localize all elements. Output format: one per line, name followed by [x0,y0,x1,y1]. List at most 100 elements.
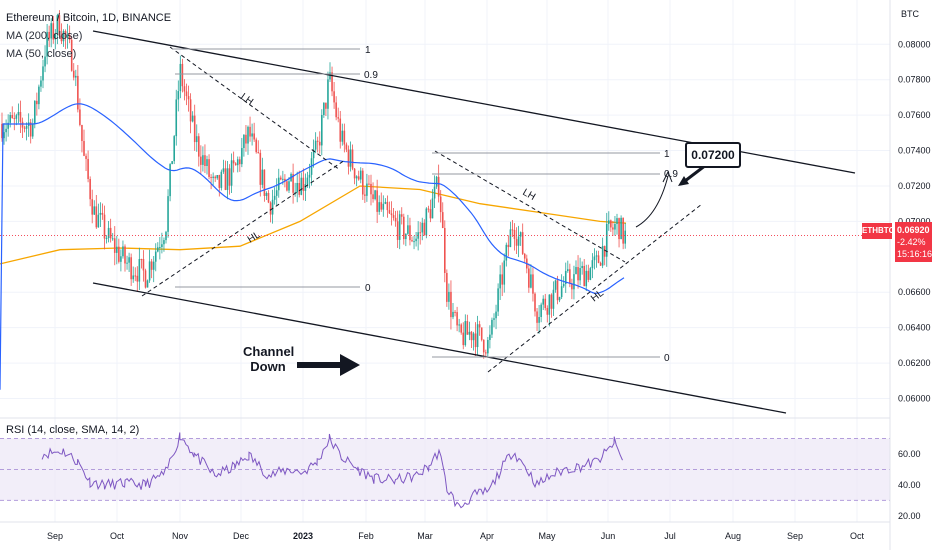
candle-body [389,210,391,213]
candle-body [91,199,93,214]
candle-body [149,261,151,280]
candle-body [520,232,522,236]
candle-body [391,213,393,215]
target-callout[interactable]: 0.07200 [685,142,741,168]
candle-body [36,101,38,104]
candle-body [479,324,481,327]
candle-body [436,177,438,187]
candle-body [600,263,602,266]
ma50-line [0,104,624,390]
chart-legend: Ethereum / Bitcoin, 1D, BINANCE MA (200,… [6,9,171,63]
candle-body [569,269,571,284]
candle-body [14,118,16,119]
candle-body [350,149,352,166]
lh-label-2: LH [521,187,538,203]
candle-body [524,254,526,259]
candle-body [85,156,87,159]
candle-body [503,261,505,285]
candle-body [38,87,40,105]
candle-body [393,215,395,218]
candle-body [280,178,282,180]
candle-body [163,240,165,244]
candle-body [132,275,134,279]
candle-body [335,102,337,117]
candle-body [34,101,36,124]
candle-body [42,66,44,80]
candle-body [409,225,411,240]
candle-body [26,126,28,129]
candle-body [590,268,592,280]
candle-body [483,340,485,352]
ma200-legend: MA (200, close) [6,27,171,45]
rsi-tick-label: 60.00 [898,449,921,459]
candle-body [497,288,499,311]
candle-body [372,194,374,199]
candle-body [251,133,253,136]
candle-body [223,168,225,171]
candle-body [153,262,155,270]
time-tick-label: Nov [172,531,189,541]
candle-body [245,135,247,144]
candle-body [194,116,196,142]
projection-curve [636,176,668,227]
candle-body [130,257,132,279]
candle-body [309,175,311,178]
candle-body [155,252,157,262]
candle-body [516,239,518,246]
candle-body [559,297,561,300]
candle-body [426,209,428,236]
candle-body [102,213,104,215]
candle-body [403,217,405,239]
channel-arrow [297,354,360,376]
candle-body [362,171,364,195]
currency-label: BTC [901,9,919,19]
candle-body [262,170,264,185]
candle-body [536,311,538,322]
candle-body [450,292,452,317]
candle-body [583,266,585,286]
candle-body [198,136,200,156]
candle-body [108,228,110,238]
channel-line1: Channel [243,344,293,359]
candle-body [22,122,24,128]
candle-body [540,305,542,317]
candle-body [383,204,385,210]
candle-body [219,175,221,188]
candle-body [184,86,186,91]
rsi-tick-label: 20.00 [898,511,921,521]
candle-body [143,259,145,270]
candle-body [98,215,100,228]
candle-body [387,202,389,210]
price-tick-label: 0.06400 [898,323,931,333]
candle-body [301,178,303,195]
candle-body [397,221,399,240]
candle-body [575,267,577,274]
candle-body [337,117,339,118]
candle-body [87,159,89,179]
candle-body [264,170,266,196]
candle-body [342,131,344,142]
candle-body [188,96,190,99]
candle-body [385,202,387,204]
candle-body [192,116,194,122]
candle-body [567,269,569,271]
candle-body [253,133,255,139]
fib1-label-1: 1 [365,45,371,56]
candle-body [458,324,460,325]
candle-body [608,220,610,224]
candle-body [374,190,376,199]
candle-body [532,274,534,293]
candle-body [364,195,366,196]
candle-body [270,202,272,214]
candle-body [96,206,98,227]
candle-body [147,281,149,288]
price-tag: 0.06920 -2.42% 15:16:16 [895,222,932,262]
time-tick-label: Aug [725,531,741,541]
candle-body [424,223,426,236]
candle-body [233,160,235,163]
candle-body [465,321,467,345]
candle-body [214,177,216,179]
candle-body [190,99,192,121]
channel-line2: Down [243,359,293,374]
